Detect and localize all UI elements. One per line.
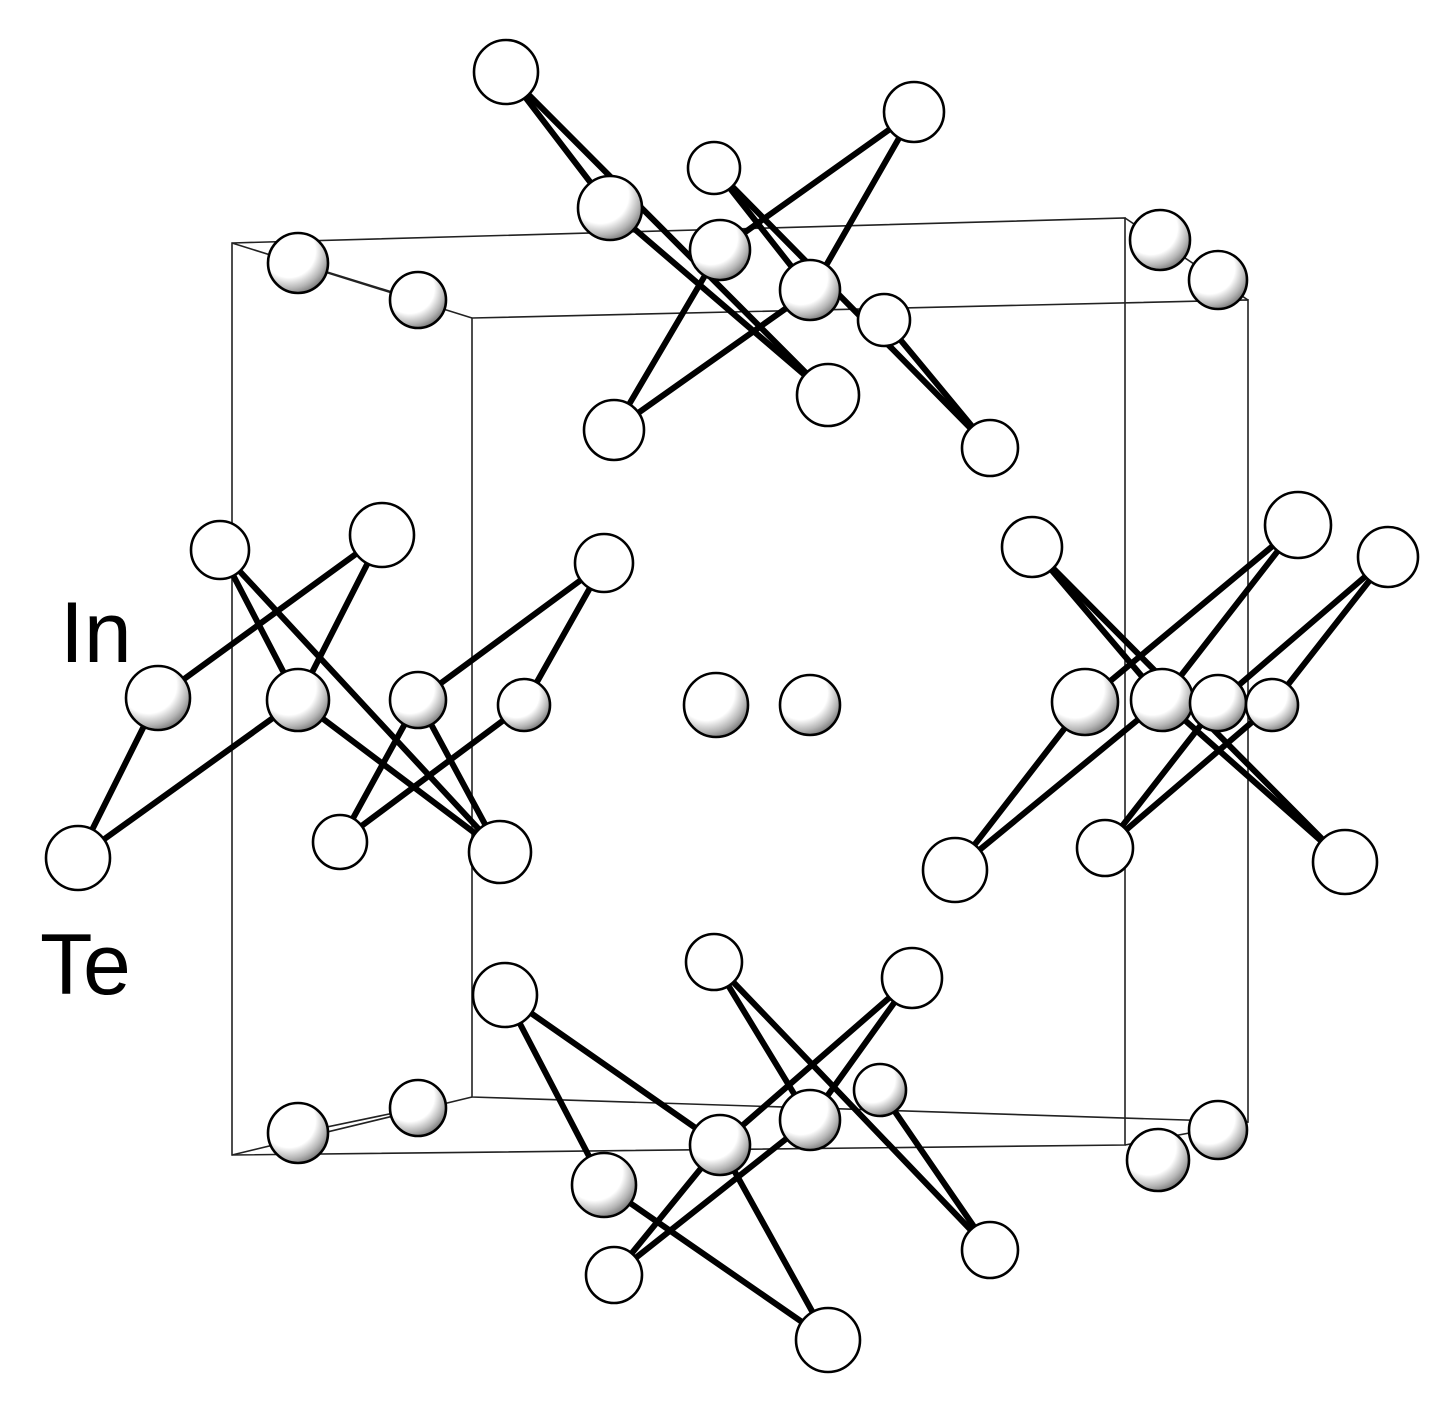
te-atom [348,501,416,569]
in-atom [496,677,552,733]
bond [607,205,831,398]
in-atom [570,1151,638,1219]
bond [611,287,815,433]
bond [502,992,607,1188]
bond [75,697,301,861]
te-atom [856,292,912,348]
bond [1102,702,1275,851]
in-atom [1125,1127,1191,1193]
bond [1159,522,1301,703]
bond [1102,700,1221,851]
te-atom [467,819,533,885]
bond [295,697,503,855]
in-atom [1187,249,1249,311]
te-atom [1263,490,1333,560]
bond [717,975,915,1148]
te-atom [1000,515,1064,579]
in-atom [388,670,448,730]
in-atom [1187,1099,1249,1161]
bond [1269,554,1391,708]
bond [711,165,993,451]
bond [217,547,503,855]
te-atom [471,961,539,1029]
bond [1082,522,1301,705]
bond [415,560,607,703]
bond [1159,697,1348,865]
in-atom [682,671,750,739]
in-atom [388,270,448,330]
in-atom [266,231,330,295]
bond [601,1182,831,1343]
in-atom [778,1088,842,1152]
te-atom [686,140,742,196]
bond [502,992,723,1148]
cell-front-face [231,217,1126,1156]
bond [952,699,1088,873]
te-atom [882,80,946,144]
label-tellurium: Te [40,917,131,1013]
bond [1215,554,1391,706]
in-atom [388,1078,448,1138]
in-atom [1244,677,1300,733]
in-atom [124,664,192,732]
bond [611,247,723,433]
in-atoms [124,174,1300,1219]
cluster-right [952,522,1391,873]
te-atom [584,1245,644,1305]
label-indium: In [60,585,132,681]
te-atom [573,532,635,594]
bond [809,109,917,293]
bond [717,1142,831,1343]
in-atom [265,667,331,733]
te-atom [960,418,1020,478]
bond [717,109,917,253]
bond [337,702,527,845]
bond [877,1087,993,1253]
in-atom [852,1062,908,1118]
in-atom [778,673,842,737]
te-atom [960,1220,1020,1280]
in-atom [778,258,842,322]
te-atom [44,824,112,892]
te-atom [1311,828,1379,896]
te-atom [189,519,251,581]
bond [611,1117,813,1278]
te-atom [921,836,989,904]
bond [155,532,385,701]
in-atom [688,218,752,282]
te-atom [1075,818,1135,878]
te-atom [472,38,540,106]
te-atom [795,362,861,428]
in-atom [266,1101,330,1165]
bond [952,697,1165,873]
te-atom [311,813,369,871]
in-atom [1050,667,1120,737]
bond [503,69,831,398]
in-atom [576,174,644,242]
bond [711,959,993,1253]
te-atom [880,946,944,1010]
te-atom [1356,525,1420,589]
cluster-bottom [502,959,993,1343]
te-atom [684,932,744,992]
in-atom [688,1113,752,1177]
te-atom [794,1306,862,1374]
te-atoms [44,38,1420,1374]
in-atom [1129,667,1195,733]
in-atom [1188,673,1248,733]
in-atom [1128,208,1192,272]
te-atom [582,398,646,462]
